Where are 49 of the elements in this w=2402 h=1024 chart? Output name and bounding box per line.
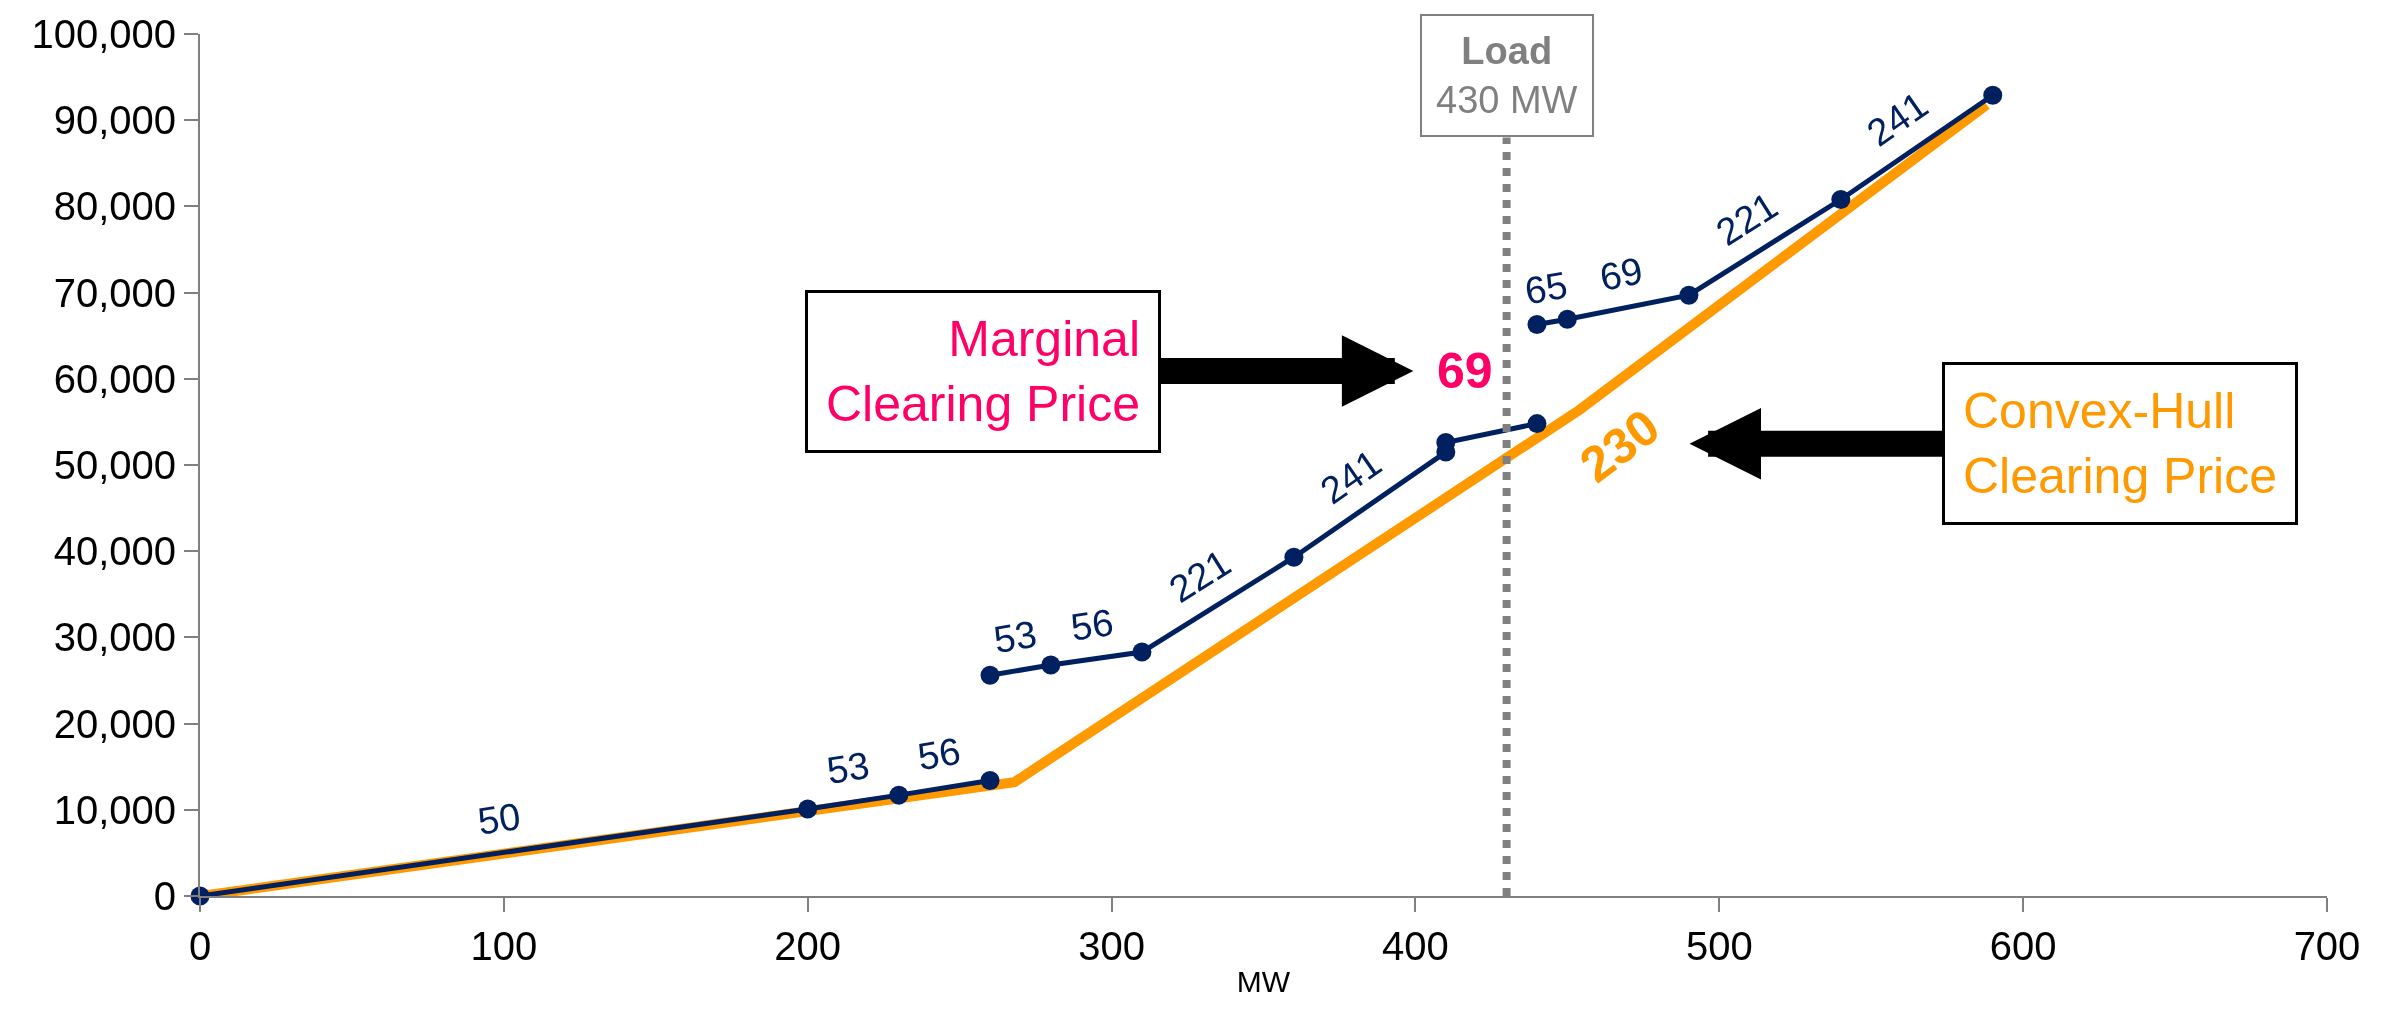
x-tick-label: 600 xyxy=(1989,924,2057,968)
annotation: 65 xyxy=(1521,263,1571,313)
y-tick-label: 70,000 xyxy=(53,270,176,315)
y-tick-label: 90,000 xyxy=(53,98,176,143)
point xyxy=(1041,655,1061,675)
x-tick-label: 200 xyxy=(774,924,842,968)
ref-line-label: Load 430 MW xyxy=(1436,30,1578,122)
annotation: Marginal Clearing Price xyxy=(826,311,1141,432)
point xyxy=(1132,642,1152,662)
x-axis-title: MW xyxy=(1236,965,1291,998)
y-tick-label: 60,000 xyxy=(53,356,176,401)
annotation: 56 xyxy=(1068,601,1117,649)
y-tick-label: 50,000 xyxy=(53,443,176,487)
annotation: 53 xyxy=(824,744,873,792)
x-tick-label: 400 xyxy=(1382,924,1449,968)
y-tick-label: 100,000 xyxy=(31,12,176,56)
point xyxy=(889,785,909,805)
annotation: 69 xyxy=(1437,343,1493,399)
y-tick-label: 0 xyxy=(153,874,176,918)
point xyxy=(1983,85,2003,105)
x-tick-label: 300 xyxy=(1078,924,1145,968)
x-tick-label: 0 xyxy=(188,924,212,968)
annotation: 241 xyxy=(1859,83,1936,155)
annotation: 69 xyxy=(1596,249,1647,299)
y-tick-label: 20,000 xyxy=(53,701,176,746)
y-tick-label: 30,000 xyxy=(53,615,176,660)
point xyxy=(980,665,1000,685)
annotation: 241 xyxy=(1312,441,1389,513)
point xyxy=(980,770,1000,790)
point xyxy=(1831,190,1851,209)
x-tick-label: 700 xyxy=(2293,924,2361,968)
y-tick-label: 80,000 xyxy=(53,184,176,229)
point xyxy=(1557,309,1577,329)
y-tick-label: 10,000 xyxy=(53,787,176,832)
x-tick-label: 100 xyxy=(470,924,538,968)
point xyxy=(1284,547,1304,567)
annotation: Convex-Hull Clearing Price xyxy=(1963,383,2278,504)
annotation: 221 xyxy=(1708,184,1785,254)
annotation: 221 xyxy=(1161,541,1238,611)
point xyxy=(798,799,818,819)
annotation: 56 xyxy=(914,729,964,779)
point xyxy=(1527,314,1547,334)
point xyxy=(1527,414,1547,434)
annotation: 50 xyxy=(475,795,524,843)
y-tick-label: 40,000 xyxy=(53,529,176,574)
point xyxy=(1679,285,1699,305)
annotation: 53 xyxy=(990,612,1040,662)
annotation: 230 xyxy=(1569,398,1670,494)
x-tick-label: 500 xyxy=(1685,924,1753,968)
